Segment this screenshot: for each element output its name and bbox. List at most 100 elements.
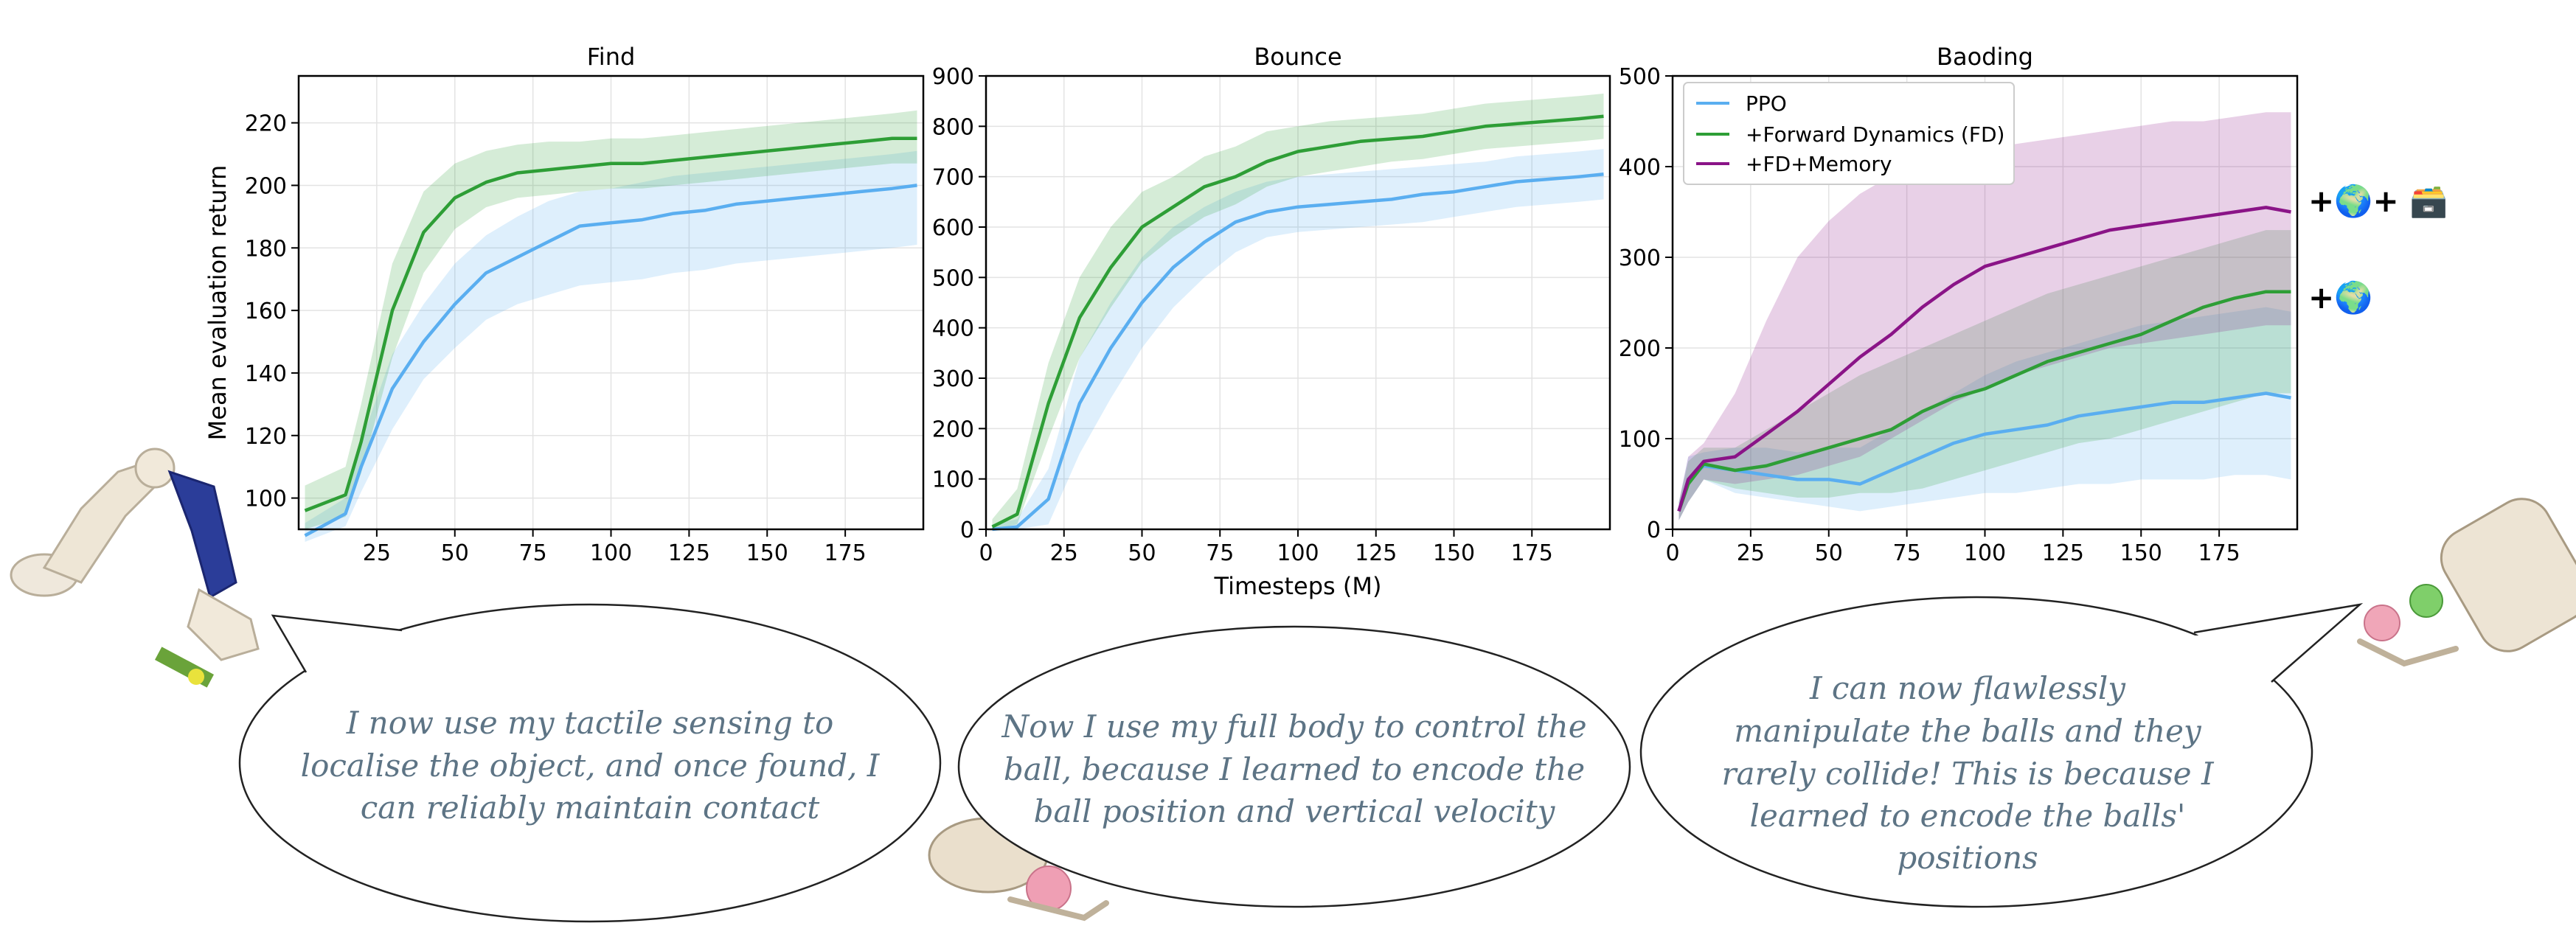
x-tick-label-1: 25 xyxy=(1737,540,1765,566)
x-tick-label-6: 175 xyxy=(824,540,866,566)
y-tick-label-9: 900 xyxy=(932,64,974,90)
y-tick-label-5: 200 xyxy=(245,173,287,199)
hand-finger xyxy=(1007,896,1109,922)
band-0 xyxy=(1678,307,2291,520)
bubble-find-tail-mask xyxy=(383,633,413,677)
bubble-find-line-2: localise the object, and once found, I xyxy=(301,748,881,784)
bubble-baoding-tail xyxy=(2193,603,2364,683)
series-line-0 xyxy=(1677,391,2291,512)
x-tick-label-3: 75 xyxy=(1206,540,1234,566)
x-tick-label-0: 25 xyxy=(363,540,391,566)
world-memory-badge: +🌍+ 🗃️ xyxy=(2308,183,2448,219)
chart-bounce: 0 25 50 75 100 125 150 175 0 100 200 300 400 500 600 70… xyxy=(932,43,1611,600)
green-baoding-ball-icon xyxy=(2409,584,2443,618)
bubble-baoding-line-3: rarely collide! This is because I xyxy=(1721,756,2214,792)
hand-finger-right xyxy=(2357,638,2459,667)
x-tick-label-7: 175 xyxy=(1511,540,1553,566)
y-tick-label-2: 200 xyxy=(1619,336,1661,362)
x-tick-label-5: 125 xyxy=(1355,540,1397,566)
bubble-find-tail xyxy=(271,614,403,673)
legend-label-fd: +Forward Dynamics (FD) xyxy=(1746,122,2004,147)
world-badge: +🌍 xyxy=(2308,279,2373,316)
chart-find: 25 50 75 100 125 150 175 100 120 140 160 180 200 220 F… xyxy=(204,43,925,566)
arm-blue-link xyxy=(167,470,237,599)
y-tick-label-5: 500 xyxy=(932,265,974,291)
bubble-bounce-line-3: ball position and vertical velocity xyxy=(1034,793,1556,829)
bubble-baoding-line-5: positions xyxy=(1897,840,2038,876)
y-tick-label-0: 0 xyxy=(960,518,974,543)
bubble-bounce-shape xyxy=(957,625,1631,908)
x-tick-label-0: 0 xyxy=(979,540,993,566)
charts-group: 25 50 75 100 125 150 175 100 120 140 160 180 200 220 F… xyxy=(204,43,2299,600)
robot-arm-illustration xyxy=(10,447,260,688)
legend-box xyxy=(1683,82,2015,185)
legend-label-ppo: PPO xyxy=(1746,91,1787,116)
band-0 xyxy=(305,150,917,543)
x-tick-label-0: 0 xyxy=(1665,540,1679,566)
x-tick-label-3: 75 xyxy=(1893,540,1921,566)
x-tick-label-4: 100 xyxy=(1277,540,1319,566)
bubble-baoding-line-2: manipulate the balls and they xyxy=(1734,713,2202,749)
y-tick-label-2: 140 xyxy=(245,361,287,387)
y-tick-label-5: 500 xyxy=(1619,64,1661,90)
bubble-baoding-line-1: I can now flawlessly xyxy=(1809,670,2126,706)
y-tick-label-1: 100 xyxy=(932,467,974,493)
x-tick-label-2: 50 xyxy=(1815,540,1843,566)
hand-wrist xyxy=(2440,498,2576,652)
series-line-1 xyxy=(991,114,1604,529)
y-tick-label-3: 300 xyxy=(932,366,974,392)
x-tick-label-5: 150 xyxy=(746,540,788,566)
arm-hand xyxy=(187,588,260,661)
x-tick-label-1: 25 xyxy=(1050,540,1078,566)
y-axis-label: Mean evaluation return xyxy=(204,165,232,441)
bubble-find-line-3: can reliably maintain contact xyxy=(361,790,820,826)
bubble-find-shape xyxy=(238,603,942,923)
table-plate xyxy=(154,647,215,688)
x-tick-label-6: 150 xyxy=(2120,540,2162,566)
baoding-hand-illustration xyxy=(2357,498,2576,667)
band-0 xyxy=(992,149,1604,530)
y-tick-label-8: 800 xyxy=(932,114,974,140)
band-1 xyxy=(992,93,1604,529)
speech-bubble-find: I now use my tactile sensing to localise… xyxy=(238,603,942,923)
y-tick-label-6: 220 xyxy=(245,111,287,137)
y-tick-label-0: 100 xyxy=(245,487,287,512)
bubble-baoding-tail-mask xyxy=(2190,635,2242,680)
series-line-1 xyxy=(304,136,917,512)
bubble-baoding-shape xyxy=(1639,596,2313,908)
series-line-0 xyxy=(992,173,1604,532)
yellow-ball-icon xyxy=(188,669,204,685)
bubble-bounce-line-1: Now I use my full body to control the xyxy=(1001,708,1586,745)
band-2 xyxy=(1678,112,2291,520)
y-tick-label-3: 300 xyxy=(1619,245,1661,271)
speech-bubble-baoding: I can now flawlessly manipulate the ball… xyxy=(1639,596,2364,908)
chart-baoding: 0 25 50 75 100 125 150 175 0 100 200 300 400 500 Baodi… xyxy=(1619,43,2299,566)
legend: PPO +Forward Dynamics (FD) +FD+Memory xyxy=(1683,82,2015,185)
y-tick-label-4: 180 xyxy=(245,236,287,262)
x-tick-label-2: 75 xyxy=(519,540,547,566)
speech-bubble-bounce: Now I use my full body to control the ba… xyxy=(957,625,1631,908)
y-tick-label-4: 400 xyxy=(932,316,974,342)
x-tick-label-4: 125 xyxy=(668,540,710,566)
y-tick-label-6: 600 xyxy=(932,215,974,241)
bubble-bounce-line-2: ball, because I learned to encode the xyxy=(1004,751,1585,787)
y-tick-label-0: 0 xyxy=(1647,518,1661,543)
y-tick-label-4: 400 xyxy=(1619,155,1661,181)
chart-title: Bounce xyxy=(1254,43,1341,71)
bubble-find-line-1: I now use my tactile sensing to xyxy=(346,705,834,741)
x-tick-label-3: 100 xyxy=(590,540,632,566)
y-tick-label-1: 120 xyxy=(245,424,287,450)
y-tick-label-1: 100 xyxy=(1619,427,1661,453)
bubble-baoding-line-4: learned to encode the balls' xyxy=(1750,798,2186,834)
series-line-0 xyxy=(304,184,917,537)
y-tick-label-2: 200 xyxy=(932,417,974,442)
chart-title: Find xyxy=(587,43,636,71)
pink-baoding-ball-icon xyxy=(2364,605,2400,641)
band-1 xyxy=(305,110,917,529)
y-tick-label-3: 160 xyxy=(245,299,287,324)
x-tick-label-2: 50 xyxy=(1128,540,1156,566)
legend-label-mem: +FD+Memory xyxy=(1746,152,1892,176)
series-line-1 xyxy=(1677,290,2291,512)
y-tick-label-7: 700 xyxy=(932,165,974,191)
